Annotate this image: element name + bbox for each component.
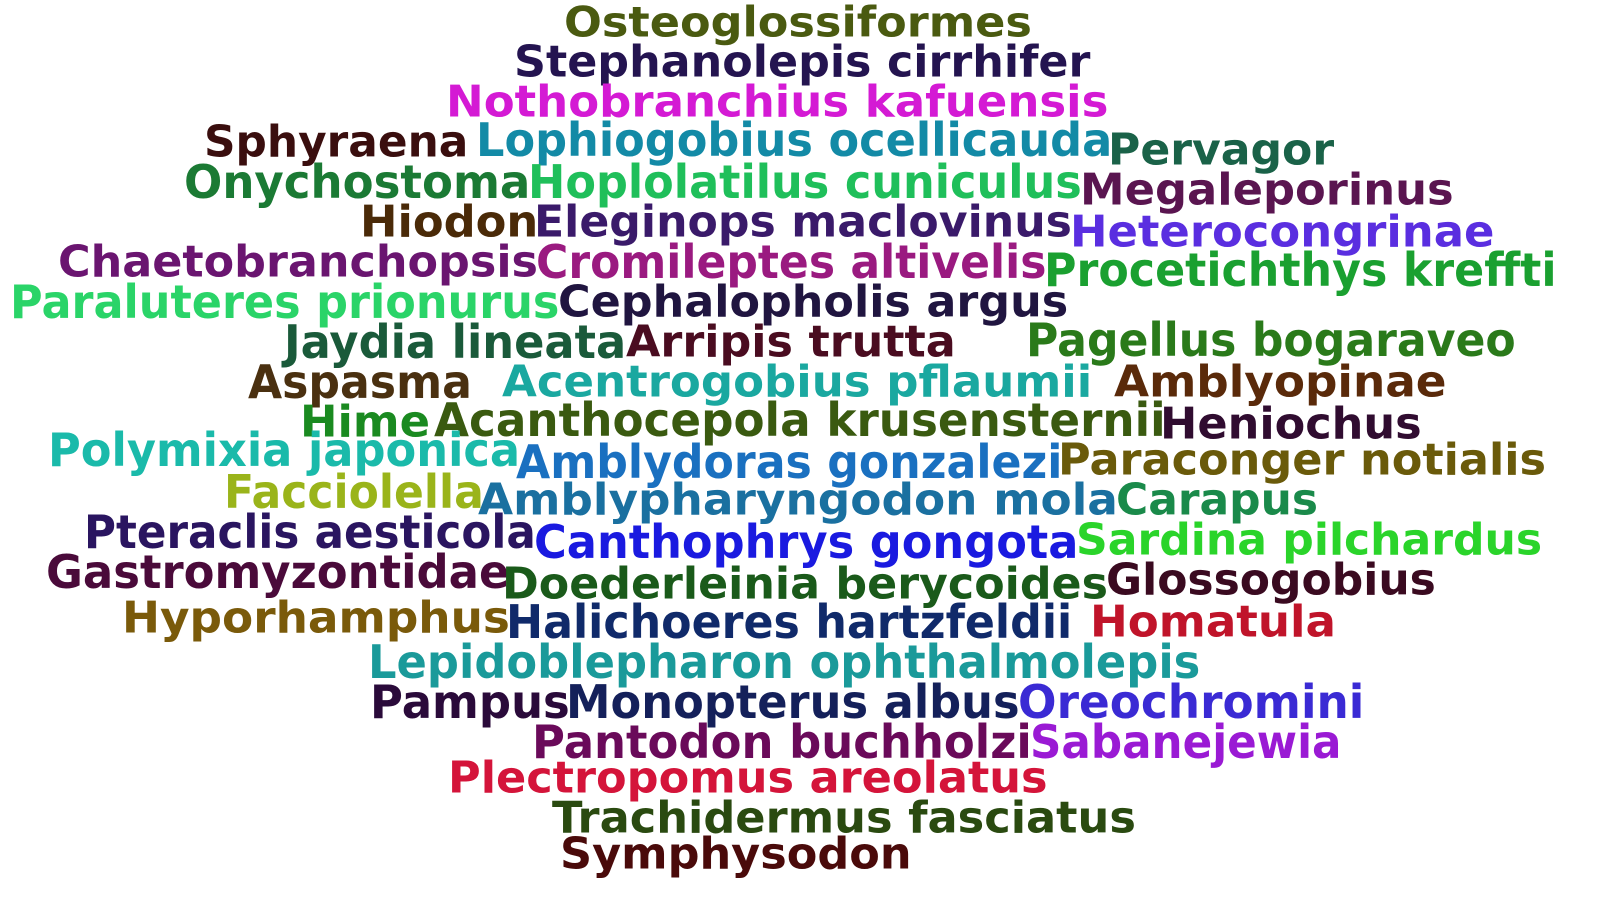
cloud-word: Hyporhamphus [122, 592, 510, 644]
cloud-word: Oreochromini [1018, 676, 1365, 730]
cloud-word: Paraluteres prionurus [10, 276, 560, 330]
cloud-word: Heniochus [1160, 398, 1422, 450]
cloud-word: Arripis trutta [626, 316, 956, 368]
cloud-word: Cromileptes altivelis [536, 236, 1047, 290]
cloud-word: Nothobranchius kafuensis [446, 76, 1109, 128]
cloud-word: Pteraclis aesticola [84, 506, 536, 560]
cloud-word: Pantodon buchholzi [532, 716, 1032, 770]
cloud-word: Amblyopinae [1114, 356, 1447, 408]
cloud-word: Amblypharyngodon mola [478, 474, 1118, 526]
cloud-word: Stephanolepis cirrhifer [514, 36, 1091, 88]
cloud-word: Onychostoma [184, 156, 531, 210]
cloud-word: Pagellus bogaraveo [1026, 314, 1516, 368]
cloud-word: Acanthocepola krusensternii [434, 394, 1166, 448]
cloud-word: Sardina pilchardus [1076, 514, 1543, 566]
cloud-word: Trachidermus fasciatus [552, 792, 1136, 844]
cloud-word: Acentrogobius pflaumii [502, 356, 1093, 408]
cloud-word: Heterocongrinae [1070, 206, 1495, 258]
cloud-word: Polymixia japonica [48, 424, 521, 478]
cloud-word: Symphysodon [560, 828, 912, 880]
cloud-word: Procetichthys kreffti [1044, 244, 1557, 298]
cloud-word: Plectropomus areolatus [448, 752, 1048, 804]
cloud-word: Homatula [1090, 596, 1336, 648]
cloud-word: Glossogobius [1106, 554, 1436, 606]
cloud-word: Megaleporinus [1080, 164, 1454, 216]
cloud-word: Facciolella [224, 466, 484, 520]
cloud-word: Gastromyzontidae [46, 546, 510, 600]
cloud-word: Hiodon [360, 196, 539, 248]
cloud-word: Canthophrys gongota [534, 516, 1079, 570]
cloud-word: Lophiogobius ocellicauda [476, 114, 1113, 168]
cloud-word: Monopterus albus [566, 676, 1020, 730]
cloud-word: Halichoeres hartzfeldii [506, 596, 1073, 650]
cloud-word: Amblydoras gonzalezi [516, 436, 1063, 490]
cloud-word: Hime [300, 396, 430, 448]
cloud-word: Carapus [1116, 474, 1318, 526]
cloud-word: Pampus [370, 676, 570, 730]
cloud-word: Aspasma [248, 356, 472, 410]
cloud-word: Eleginops maclovinus [534, 196, 1072, 248]
cloud-word: Paraconger notialis [1058, 434, 1547, 486]
cloud-word: Chaetobranchopsis [58, 236, 539, 288]
cloud-word: Doederleinia berycoides [502, 558, 1108, 610]
cloud-word: Lepidoblepharon ophthalmolepis [368, 636, 1201, 690]
cloud-word: Osteoglossiformes [564, 0, 1032, 48]
cloud-word: Jaydia lineata [284, 316, 627, 370]
cloud-word: Cephalopholis argus [558, 276, 1069, 328]
cloud-word: Hoplolatilus cuniculus [528, 156, 1082, 210]
cloud-word: Sabanejewia [1030, 716, 1342, 770]
cloud-word: Pervagor [1108, 124, 1335, 176]
cloud-word: Sphyraena [204, 116, 469, 168]
